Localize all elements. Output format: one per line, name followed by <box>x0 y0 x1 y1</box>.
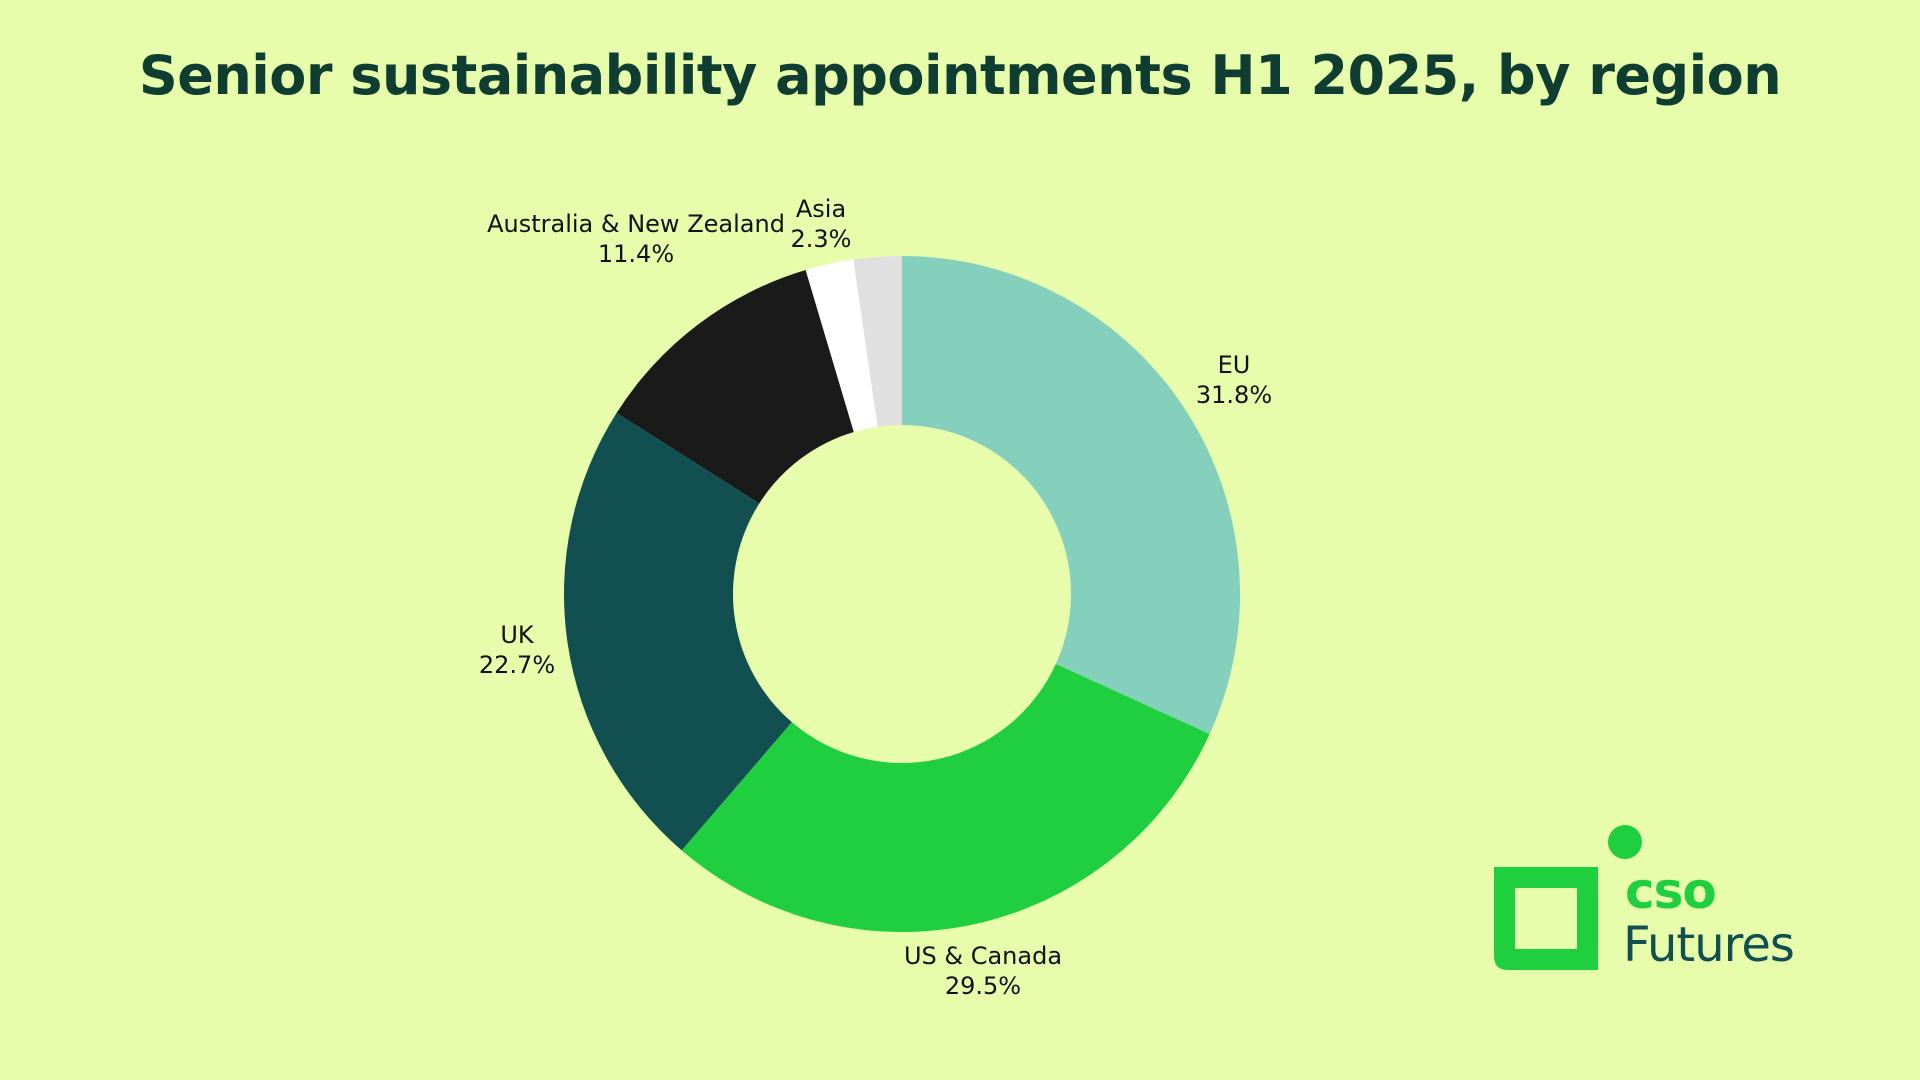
logo-mark-icon <box>1494 867 1598 970</box>
slice-label-us-canada: US & Canada 29.5% <box>904 941 1062 1001</box>
slice-name: US & Canada <box>903 942 1063 970</box>
slice-value: 2.3% <box>790 225 852 253</box>
donut-slice-eu <box>902 256 1240 735</box>
slice-name: Asia <box>795 195 847 223</box>
donut-slice-asia <box>805 259 878 433</box>
slice-label-anz: Australia & New Zealand 11.4% <box>487 209 785 269</box>
slice-label-asia: Asia 2.3% <box>791 194 852 254</box>
slice-value: 29.5% <box>944 972 1022 1000</box>
slice-name: EU <box>1217 351 1251 379</box>
slice-name: UK <box>500 621 534 649</box>
donut-slice-other <box>853 256 902 427</box>
logo-text-futures: Futures <box>1623 917 1795 973</box>
cso-futures-logo: cso Futures <box>1490 822 1820 982</box>
logo-dot-icon <box>1608 825 1642 859</box>
chart-title: Senior sustainability appointments H1 20… <box>138 44 1782 107</box>
slice-name: Australia & New Zealand <box>487 210 785 238</box>
slice-value: 22.7% <box>478 651 556 679</box>
slice-value: 31.8% <box>1195 381 1273 409</box>
slice-label-uk: UK 22.7% <box>479 620 555 680</box>
donut-slice-us-canada <box>681 664 1210 933</box>
slice-value: 11.4% <box>597 240 675 268</box>
slice-label-eu: EU 31.8% <box>1196 350 1272 410</box>
logo-text-cso: cso <box>1625 862 1717 920</box>
donut-slice-uk <box>563 412 792 851</box>
donut-slice-australia-new-zealand <box>616 270 854 504</box>
